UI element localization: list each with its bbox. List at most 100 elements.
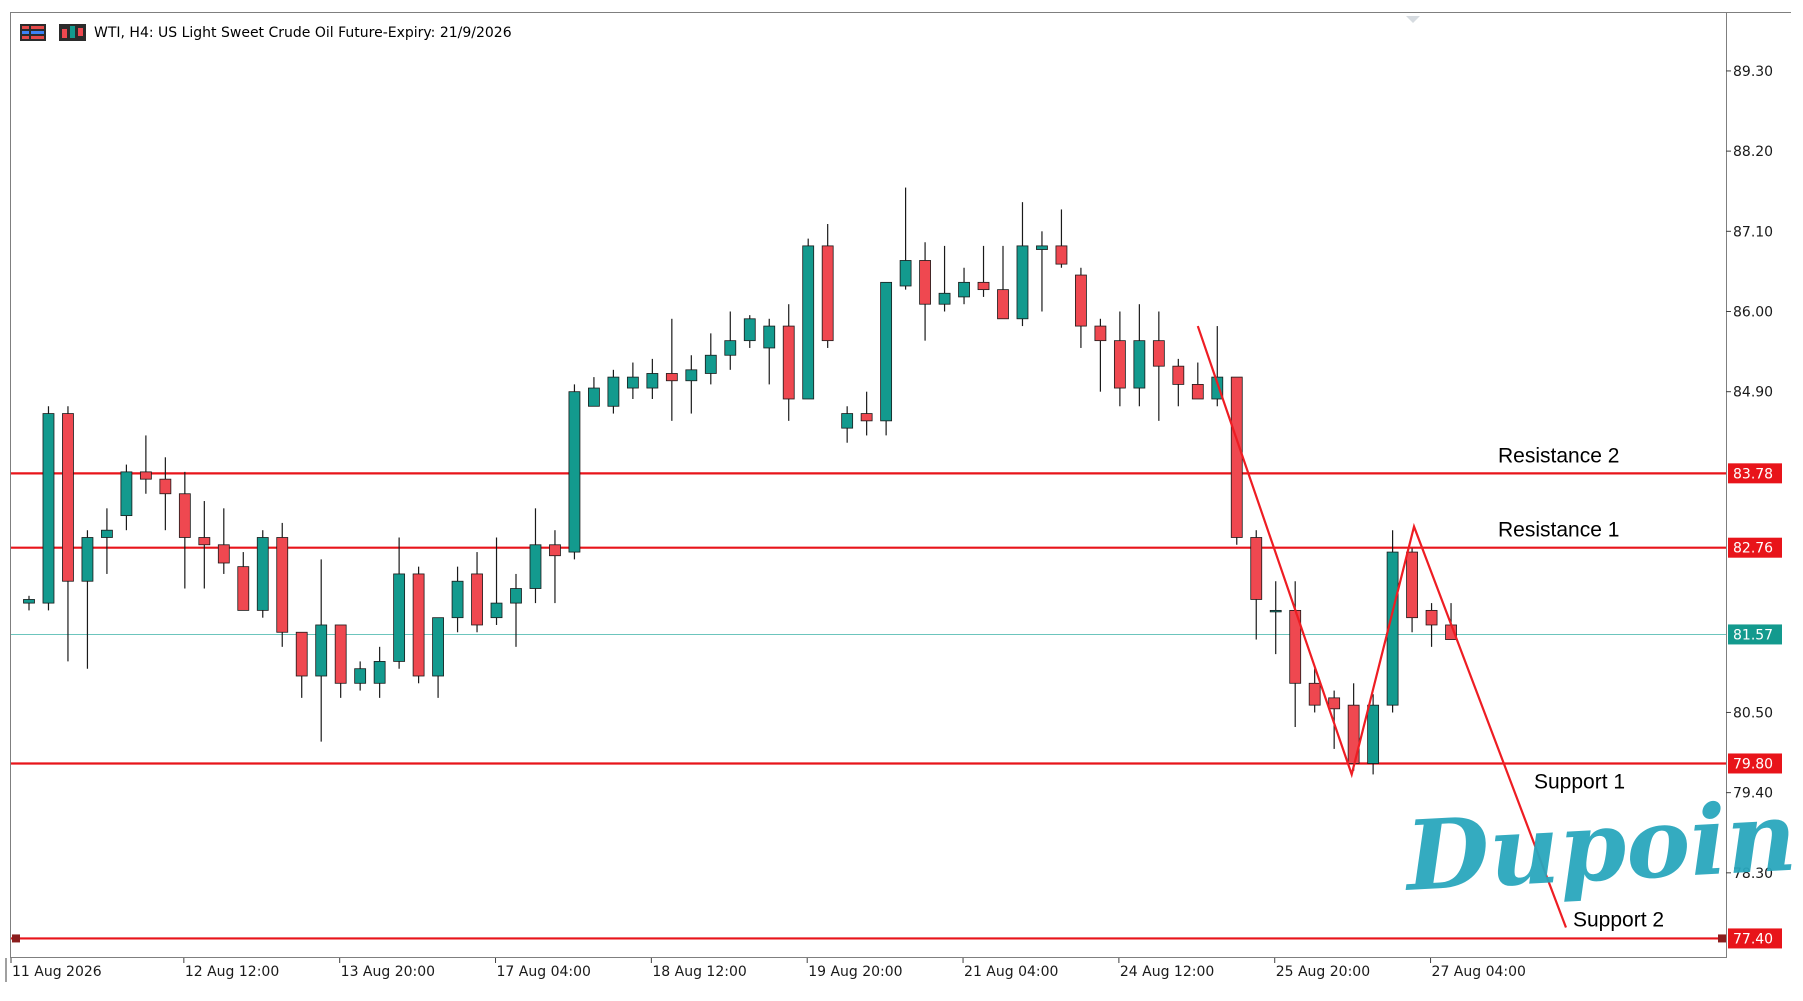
candle[interactable] [1308,668,1321,713]
candle[interactable] [977,245,990,297]
candle[interactable] [1055,209,1068,268]
candle[interactable] [101,508,113,574]
candle[interactable] [860,391,873,436]
candle[interactable] [490,537,503,625]
candle[interactable] [315,559,328,742]
y-tick-label: 87.10 [1733,224,1773,240]
candle[interactable] [451,566,464,633]
candle[interactable] [1094,318,1107,392]
candle-body-bear [1055,245,1068,265]
y-tick-label: 78.30 [1733,866,1773,882]
candle-body-bear [665,373,678,382]
candle[interactable] [665,318,678,421]
candle[interactable] [256,530,269,618]
candle-body-bear [860,413,873,422]
y-tick-label: 89.30 [1733,64,1773,80]
candle[interactable] [626,362,639,399]
candle-body-bear [1191,383,1204,400]
candle[interactable] [1113,311,1126,407]
candle[interactable] [412,566,425,684]
line-handle-icon[interactable] [12,934,20,943]
candle[interactable] [1386,530,1399,713]
candle[interactable] [958,267,970,305]
candle[interactable] [529,508,542,604]
candle-body-bull [1269,609,1282,613]
candle[interactable] [899,187,912,290]
candle[interactable] [1016,202,1029,327]
candle[interactable] [724,311,737,370]
y-tick-label: 88.20 [1733,144,1773,160]
price-tag-label: 82.76 [1733,541,1773,557]
candle[interactable] [919,242,931,341]
candle[interactable] [1425,603,1438,647]
candle[interactable] [23,595,35,611]
candle[interactable] [139,435,152,494]
candle[interactable] [841,406,854,443]
candle[interactable] [1133,304,1146,407]
candle[interactable] [1328,690,1341,749]
price-tag [1728,463,1782,484]
candle-body-bear [178,493,191,538]
candle[interactable] [646,358,659,399]
candle[interactable] [880,281,893,436]
y-tick-label: 86.00 [1733,305,1773,321]
candle[interactable] [1075,267,1087,348]
candle[interactable] [763,318,776,385]
candle[interactable] [1152,311,1165,421]
candle[interactable] [1191,362,1204,400]
candle[interactable] [782,304,795,421]
candle[interactable] [373,646,386,698]
candle-body-bear [276,537,289,633]
candle[interactable] [568,384,581,560]
candle[interactable] [743,315,756,348]
candle[interactable] [1406,548,1418,633]
candle[interactable] [1269,581,1282,655]
menu-bars-icon[interactable] [20,24,46,41]
candle[interactable] [1172,358,1185,407]
candle[interactable] [334,624,347,698]
watermark-brand: Dupoin [1400,780,1799,913]
candle[interactable] [295,631,308,698]
candle-body-bear [334,624,347,684]
y-tick-label: 79.40 [1733,786,1773,802]
candle[interactable] [120,464,133,531]
candle[interactable] [237,552,250,611]
line-handle-icon[interactable] [1718,934,1726,943]
candle[interactable] [997,245,1009,320]
candle[interactable] [1230,376,1243,545]
candle[interactable] [588,377,600,407]
candle[interactable] [198,501,211,589]
candle[interactable] [393,537,406,669]
candle[interactable] [1250,530,1263,640]
candle[interactable] [510,573,522,647]
candle[interactable] [1036,231,1048,312]
candle[interactable] [607,369,620,414]
price-tag-label: 79.80 [1733,756,1773,772]
candle[interactable] [1367,694,1380,775]
candle[interactable] [471,552,483,633]
candle[interactable] [42,406,55,611]
candle[interactable] [81,530,94,669]
candle[interactable] [685,355,698,414]
y-tick-label: 84.90 [1733,385,1773,401]
candle[interactable] [704,333,717,385]
candle[interactable] [217,508,230,574]
candle[interactable] [549,530,561,604]
candle[interactable] [1211,326,1224,407]
candle[interactable] [821,224,834,348]
candlestick-icon[interactable] [59,24,86,41]
candle[interactable] [802,238,815,400]
candle[interactable] [354,661,367,691]
candle[interactable] [159,457,172,531]
candle[interactable] [432,617,444,698]
chart-title: WTI, H4: US Light Sweet Crude Oil Future… [94,25,512,41]
candle-body-bear [549,544,561,557]
candle[interactable] [62,406,74,662]
candle-body-bull [101,529,113,538]
projection-path[interactable] [1196,325,1568,928]
candle[interactable] [178,471,191,589]
candle[interactable] [276,522,289,647]
candle[interactable] [938,245,951,312]
scroll-marker-icon[interactable] [1406,16,1420,23]
